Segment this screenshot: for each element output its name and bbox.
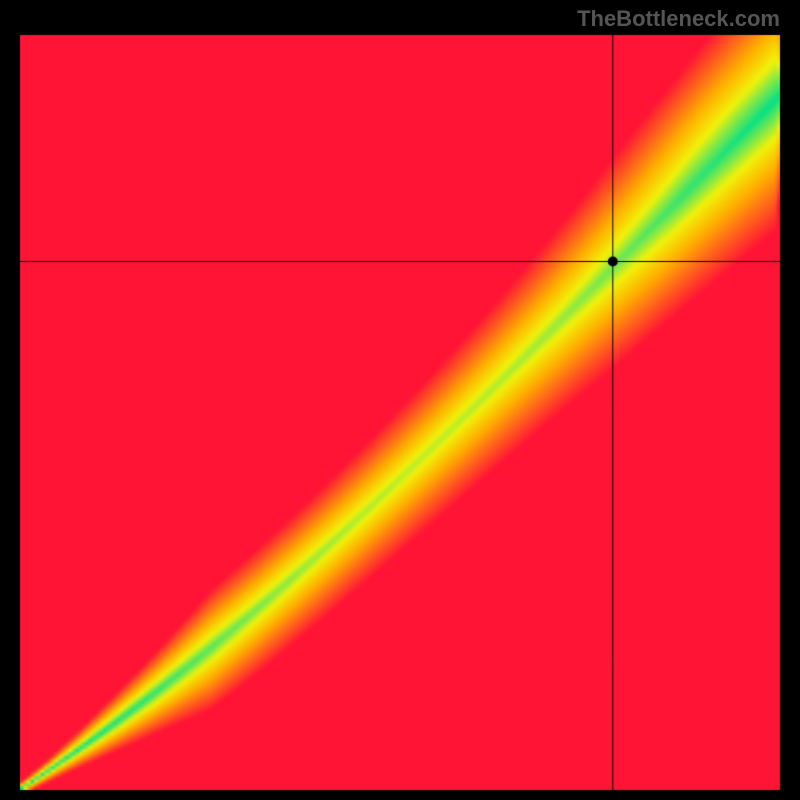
bottleneck-heatmap bbox=[0, 0, 800, 800]
watermark-text: TheBottleneck.com bbox=[577, 6, 780, 32]
chart-container: TheBottleneck.com bbox=[0, 0, 800, 800]
